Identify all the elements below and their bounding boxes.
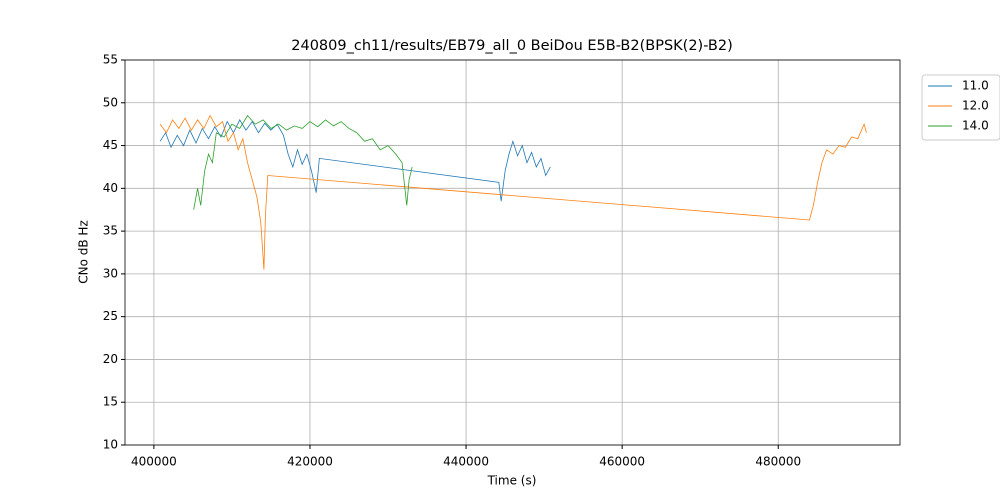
y-tick-label: 35 xyxy=(103,224,118,238)
y-tick-label: 25 xyxy=(103,309,118,323)
axes-frame xyxy=(124,59,901,446)
y-tick-label: 55 xyxy=(103,53,118,67)
series-line xyxy=(159,114,867,270)
legend-label: 11.0 xyxy=(962,79,989,93)
y-tick-label: 50 xyxy=(103,95,118,109)
y-tick-label: 45 xyxy=(103,138,118,152)
legend-box xyxy=(921,74,1000,141)
legend-label: 12.0 xyxy=(962,99,989,113)
series-line xyxy=(193,114,413,210)
y-tick-label: 10 xyxy=(103,438,118,452)
x-tick-label: 440000 xyxy=(443,455,489,469)
y-tick-label: 40 xyxy=(103,181,118,195)
x-tick-label: 400000 xyxy=(131,455,177,469)
y-tick-label: 15 xyxy=(103,395,118,409)
x-tick-label: 480000 xyxy=(755,455,801,469)
y-tick-label: 20 xyxy=(103,352,118,366)
legend-label: 14.0 xyxy=(962,119,989,133)
x-axis-label: Time (s) xyxy=(487,474,537,488)
series-line xyxy=(159,119,551,202)
x-tick-label: 460000 xyxy=(599,455,645,469)
y-axis-label: CNo dB Hz xyxy=(77,220,91,284)
y-tick-label: 30 xyxy=(103,266,118,280)
chart-title: 240809_ch11/results/EB79_all_0 BeiDou E5… xyxy=(291,38,733,54)
x-tick-label: 420000 xyxy=(287,455,333,469)
